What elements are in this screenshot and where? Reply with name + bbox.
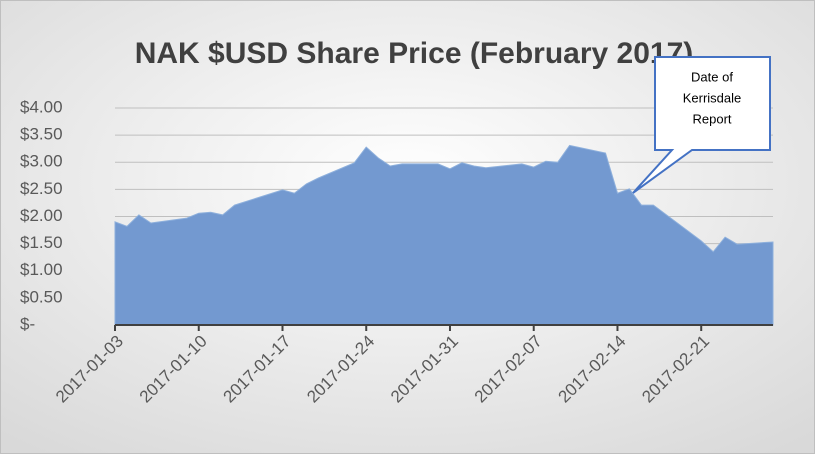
- y-tick-label: $4.00: [20, 97, 63, 116]
- y-tick-label: $3.00: [20, 152, 63, 171]
- y-tick-label: $2.00: [20, 206, 63, 225]
- chart-title: NAK $USD Share Price (February 2017): [135, 37, 694, 70]
- y-tick-label: $2.50: [20, 179, 63, 198]
- callout-text: Date of: [691, 69, 733, 84]
- callout-text: Report: [692, 111, 731, 126]
- y-tick-label: $-: [20, 314, 35, 333]
- y-tick-label: $1.00: [20, 260, 63, 279]
- callout-text: Kerrisdale: [683, 90, 742, 105]
- area: [114, 144, 774, 326]
- y-tick-label: $3.50: [20, 125, 63, 144]
- y-tick-label: $1.50: [20, 233, 63, 252]
- y-tick-label: $0.50: [20, 287, 63, 306]
- callout-box: [632, 56, 771, 194]
